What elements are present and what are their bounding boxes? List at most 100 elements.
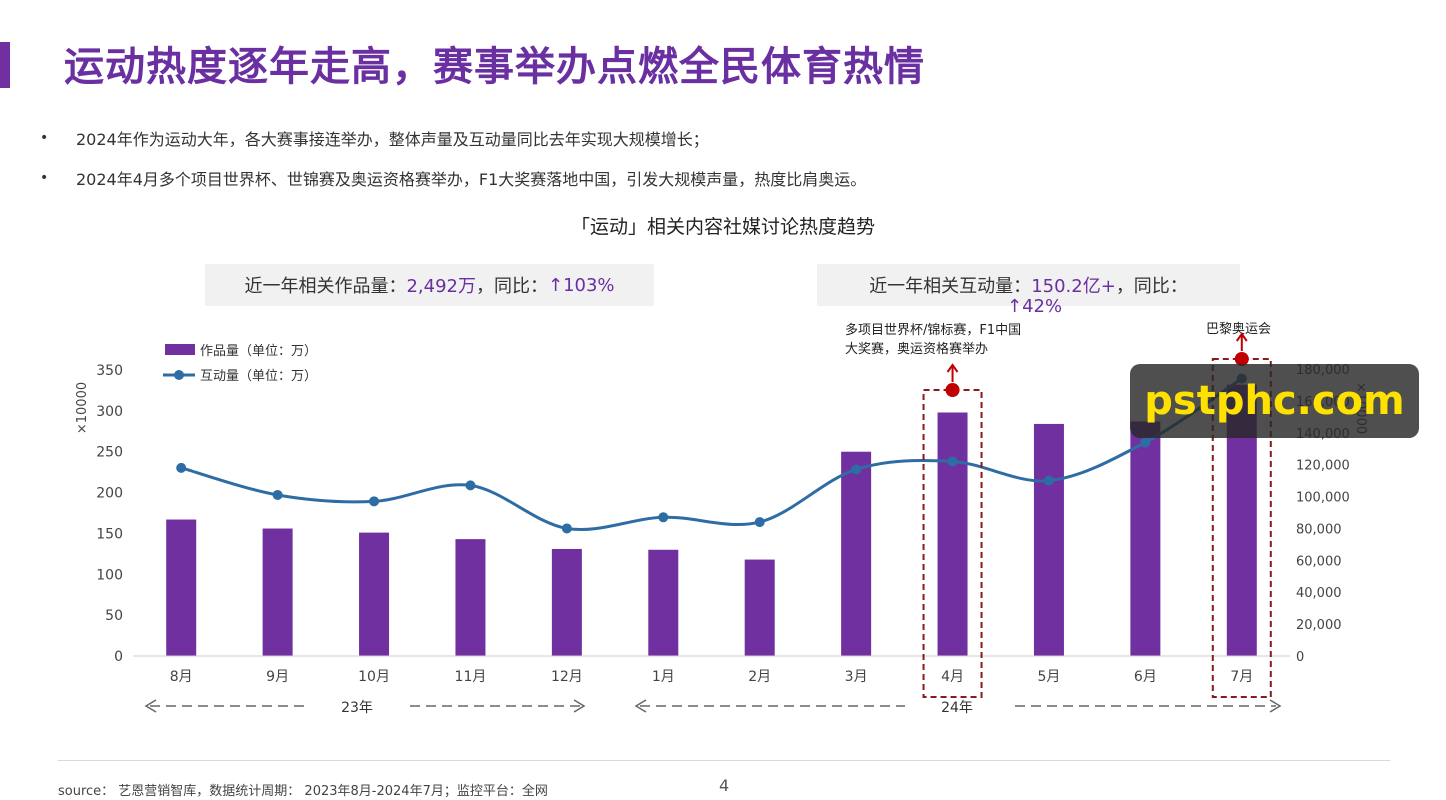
bullet-marker: • xyxy=(40,130,49,146)
kpi-works-value: 2,492万 xyxy=(406,276,476,297)
bar xyxy=(551,548,582,656)
line-point xyxy=(369,496,380,507)
period-23-arrowhead-left xyxy=(144,699,157,713)
x-tick-label: 9月 xyxy=(266,669,289,685)
x-tick-label: 4月 xyxy=(941,669,964,685)
highlight-boxes xyxy=(922,332,1272,698)
y-left-tick-label: 350 xyxy=(96,363,123,379)
period-arrows: 23年 24年 xyxy=(144,699,1282,716)
bullet-item: • 2024年作为运动大年，各大赛事接连举办，整体声量及互动量同比去年实现大规模… xyxy=(40,118,866,158)
x-tick-label: 12月 xyxy=(551,669,583,685)
annotation-april: 多项目世界杯/锦标赛，F1中国 大奖赛，奥运资格赛举办 xyxy=(845,321,1021,359)
highlight-marker xyxy=(945,383,960,397)
title-accent-bar xyxy=(0,42,10,88)
annotation-april-line: 多项目世界杯/锦标赛，F1中国 xyxy=(845,323,1022,338)
kpi-interactions-growth: ↑42% xyxy=(1007,296,1063,317)
period-23-label: 23年 xyxy=(341,700,373,716)
bar xyxy=(455,539,486,656)
y-left-tick-label: 100 xyxy=(96,567,123,583)
bar-series xyxy=(166,384,1257,656)
y-right-tick-label: 0 xyxy=(1296,650,1304,665)
period-23-arrowhead-right xyxy=(573,699,586,713)
highlight-arrowhead xyxy=(1235,332,1248,342)
line-series xyxy=(176,373,1247,534)
period-24-arrowhead-left xyxy=(634,699,647,713)
x-tick-label: 5月 xyxy=(1037,669,1060,685)
line-point xyxy=(754,517,765,528)
bar xyxy=(1130,421,1161,656)
y-right-tick-label: 20,000 xyxy=(1296,618,1342,633)
legend-bar-swatch xyxy=(165,344,195,355)
x-tick-label: 11月 xyxy=(455,669,487,685)
kpi-interactions-label: 近一年相关互动量： xyxy=(869,276,1032,297)
line-point xyxy=(176,462,187,473)
y-right-tick-label: 100,000 xyxy=(1296,491,1350,506)
bullet-text: 2024年4月多个项目世界杯、世锦赛及奥运资格赛举办，F1大奖赛落地中国，引发大… xyxy=(76,170,867,189)
interaction-line xyxy=(180,377,1243,531)
y-left-tick-label: 200 xyxy=(96,486,123,502)
kpi-works-box: 近一年相关作品量： 2,492万 ，同比： ↑103% xyxy=(205,264,654,306)
x-tick-label: 1月 xyxy=(652,669,675,685)
line-point xyxy=(1140,437,1151,448)
bar xyxy=(359,532,390,656)
line-point xyxy=(658,512,669,523)
bar xyxy=(937,412,968,656)
bar xyxy=(744,559,775,656)
y-left-tick-label: 300 xyxy=(96,404,123,420)
highlight-arrowhead xyxy=(946,363,959,373)
x-tick-label: 10月 xyxy=(358,669,390,685)
bullet-item: • 2024年4月多个项目世界杯、世锦赛及奥运资格赛举办，F1大奖赛落地中国，引… xyxy=(40,158,866,198)
bar xyxy=(648,549,679,656)
x-tick-label: 3月 xyxy=(845,669,868,685)
line-point xyxy=(561,523,572,534)
line-point xyxy=(851,464,862,475)
line-point xyxy=(1043,475,1054,486)
legend-line-marker xyxy=(174,370,184,380)
x-tick-label: 8月 xyxy=(170,669,193,685)
y-right-tick-label: 120,000 xyxy=(1296,459,1350,474)
y-left-tick-label: 50 xyxy=(105,608,123,624)
legend: 作品量（单位：万） 互动量（单位：万） xyxy=(163,344,317,384)
period-24-arrowhead-right xyxy=(1269,699,1282,713)
footer-divider xyxy=(58,760,1390,761)
y-left-tick-label: 0 xyxy=(114,649,123,665)
watermark: pstphc.com xyxy=(1130,364,1419,438)
bullet-list: • 2024年作为运动大年，各大赛事接连举办，整体声量及互动量同比去年实现大规模… xyxy=(40,118,866,198)
page-title: 运动热度逐年走高，赛事举办点燃全民体育热情 xyxy=(64,44,925,90)
bullet-marker: • xyxy=(40,170,49,186)
highlight-marker xyxy=(1234,352,1249,366)
bar xyxy=(1033,423,1064,656)
kpi-interactions-value: 150.2亿+ xyxy=(1031,276,1116,297)
annotation-april-line: 大奖赛，奥运资格赛举办 xyxy=(845,342,989,357)
bar xyxy=(262,528,293,656)
y-left-axis-label: ×10000 xyxy=(75,382,90,434)
highlight-box xyxy=(922,389,983,698)
period-24-label: 24年 xyxy=(941,700,973,716)
legend-bar-label: 作品量（单位：万） xyxy=(200,344,317,359)
y-right-tick-label: 80,000 xyxy=(1296,522,1342,537)
chart-title: 「运动」相关内容社媒讨论热度趋势 xyxy=(570,216,875,238)
y-left-tick-label: 250 xyxy=(96,445,123,461)
x-tick-label: 2月 xyxy=(748,669,771,685)
line-point xyxy=(272,489,283,500)
kpi-works-growth: ↑103% xyxy=(547,274,615,296)
kpi-interactions-sep: ，同比： xyxy=(1115,276,1188,297)
kpi-works-label: 近一年相关作品量： xyxy=(244,276,407,297)
annotation-july: 巴黎奥运会 xyxy=(1206,322,1272,337)
kpi-works-sep: ，同比： xyxy=(475,276,548,297)
page-number: 4 xyxy=(719,776,730,795)
source-note: source： 艺恩营销智库，数据统计周期： 2023年8月-2024年7月；监… xyxy=(58,784,548,799)
x-tick-label: 6月 xyxy=(1134,669,1157,685)
y-left-tick-label: 150 xyxy=(96,526,123,542)
bar xyxy=(166,519,197,656)
highlight-box xyxy=(1211,358,1272,698)
bar xyxy=(841,451,872,656)
x-tick-label: 7月 xyxy=(1230,669,1253,685)
y-right-tick-label: 60,000 xyxy=(1296,554,1342,569)
y-right-tick-label: 40,000 xyxy=(1296,586,1342,601)
bullet-text: 2024年作为运动大年，各大赛事接连举办，整体声量及互动量同比去年实现大规模增长… xyxy=(76,130,709,149)
line-point xyxy=(947,456,958,467)
kpi-interactions-box: 近一年相关互动量： 150.2亿+ ，同比： xyxy=(817,264,1240,306)
legend-line-label: 互动量（单位：万） xyxy=(200,369,317,384)
line-point xyxy=(465,480,476,491)
